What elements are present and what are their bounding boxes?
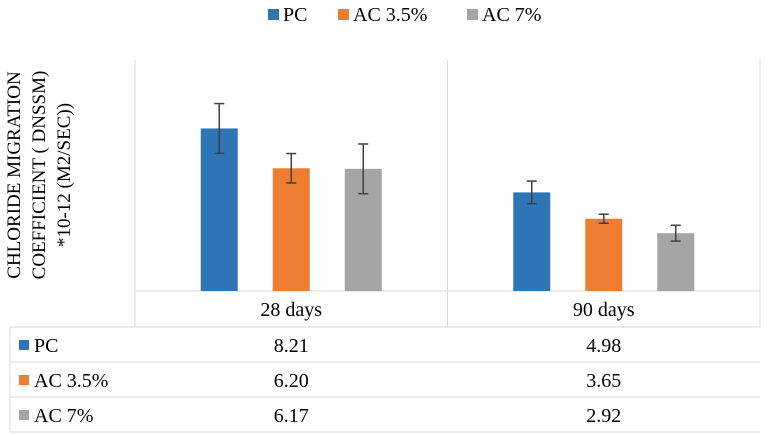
table-legend-key — [19, 340, 29, 350]
legend-label: AC 3.5% — [353, 4, 427, 26]
legend: PC AC 3.5% AC 7% — [268, 4, 541, 26]
bar — [585, 218, 623, 291]
table-value: 8.21 — [274, 335, 309, 357]
bar — [272, 168, 310, 291]
bar — [513, 192, 551, 291]
legend-swatch — [338, 9, 349, 20]
table-value: 6.20 — [274, 370, 309, 392]
legend-swatch — [268, 9, 279, 20]
legend-swatch — [467, 9, 478, 20]
category-label: 90 days — [573, 299, 635, 321]
legend-label: AC 7% — [482, 4, 541, 26]
y-axis-title-line: CHLORIDE MIGRATION — [4, 71, 25, 279]
table-legend-key — [19, 375, 29, 385]
y-axis-title-line: COEFFICIENT ( DNSSM) — [29, 71, 50, 280]
table-series-label: AC 7% — [34, 405, 93, 427]
table-value: 3.65 — [586, 370, 621, 392]
legend-label: PC — [283, 4, 307, 26]
bars — [200, 102, 695, 291]
table-value: 2.92 — [586, 405, 621, 427]
y-axis-title: CHLORIDE MIGRATION COEFFICIENT ( DNSSM) *1… — [4, 71, 75, 280]
table-value: 6.17 — [274, 405, 309, 427]
table-series-label: PC — [34, 335, 58, 357]
table-legend-key — [19, 410, 29, 420]
data-table: 28 days 90 days PC 8.21 4.98 AC 3.5% 6.20 3.65 A… — [9, 299, 760, 433]
y-axis-title-line: *10-12 (M2/SEC)) — [54, 103, 75, 247]
category-label: 28 days — [260, 299, 322, 321]
bar — [200, 128, 238, 291]
gridlines — [134, 60, 761, 327]
table-series-label: AC 3.5% — [34, 370, 108, 392]
table-value: 4.98 — [586, 335, 621, 357]
bar — [657, 233, 695, 291]
